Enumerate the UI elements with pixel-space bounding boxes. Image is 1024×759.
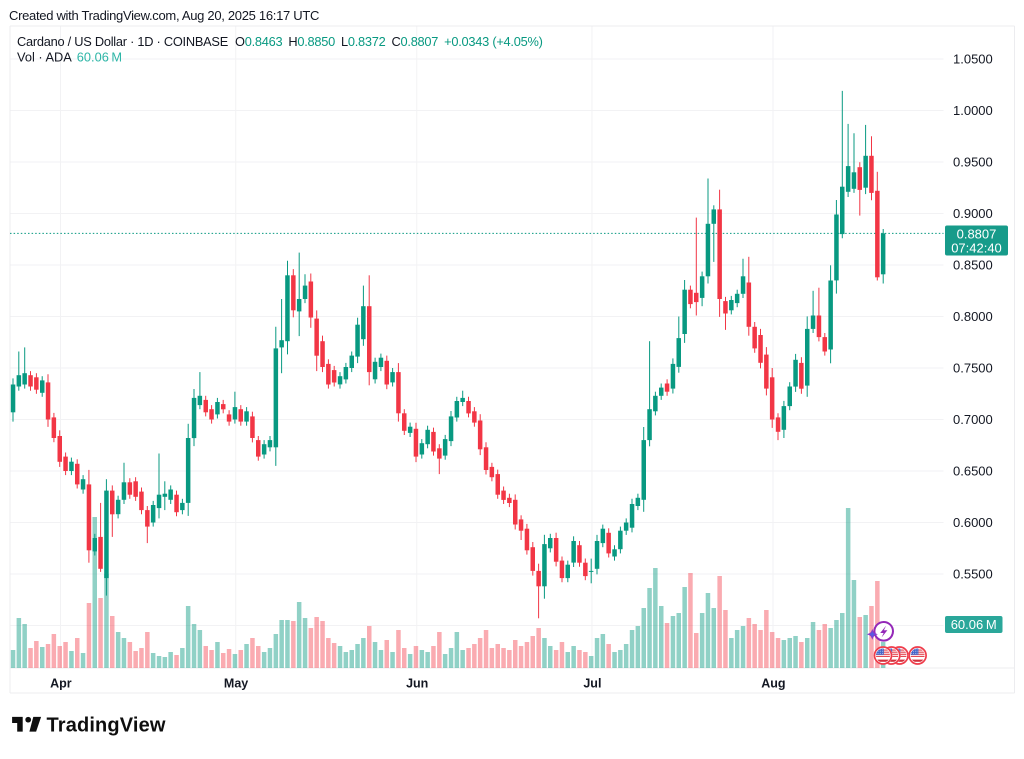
svg-text:0.9500: 0.9500	[953, 155, 993, 170]
svg-text:Created with TradingView.com,: Created with TradingView.com, Aug 20, 20…	[9, 8, 319, 23]
svg-text:Jun: Jun	[406, 677, 428, 691]
svg-text:0.5500: 0.5500	[953, 567, 993, 582]
svg-text:1.0000: 1.0000	[953, 103, 993, 118]
svg-text:0.8807: 0.8807	[957, 227, 997, 242]
svg-text:Cardano / US Dollar · 1D · COI: Cardano / US Dollar · 1D · COINBASE O0.84…	[17, 34, 543, 49]
svg-text:07:42:40: 07:42:40	[951, 240, 1002, 255]
svg-text:1.0500: 1.0500	[953, 52, 993, 67]
svg-text:0.6500: 0.6500	[953, 464, 993, 479]
svg-text:0.8500: 0.8500	[953, 258, 993, 273]
svg-text:Apr: Apr	[50, 677, 72, 691]
svg-text:Aug: Aug	[761, 677, 785, 691]
svg-text:Jul: Jul	[583, 677, 601, 691]
svg-text:0.7000: 0.7000	[953, 412, 993, 427]
svg-text:TradingView: TradingView	[47, 714, 166, 736]
svg-text:0.9000: 0.9000	[953, 206, 993, 221]
svg-text:0.6000: 0.6000	[953, 515, 993, 530]
svg-text:60.06 M: 60.06 M	[951, 617, 997, 632]
svg-text:May: May	[224, 677, 248, 691]
svg-text:0.8000: 0.8000	[953, 309, 993, 324]
svg-text:0.7500: 0.7500	[953, 361, 993, 376]
